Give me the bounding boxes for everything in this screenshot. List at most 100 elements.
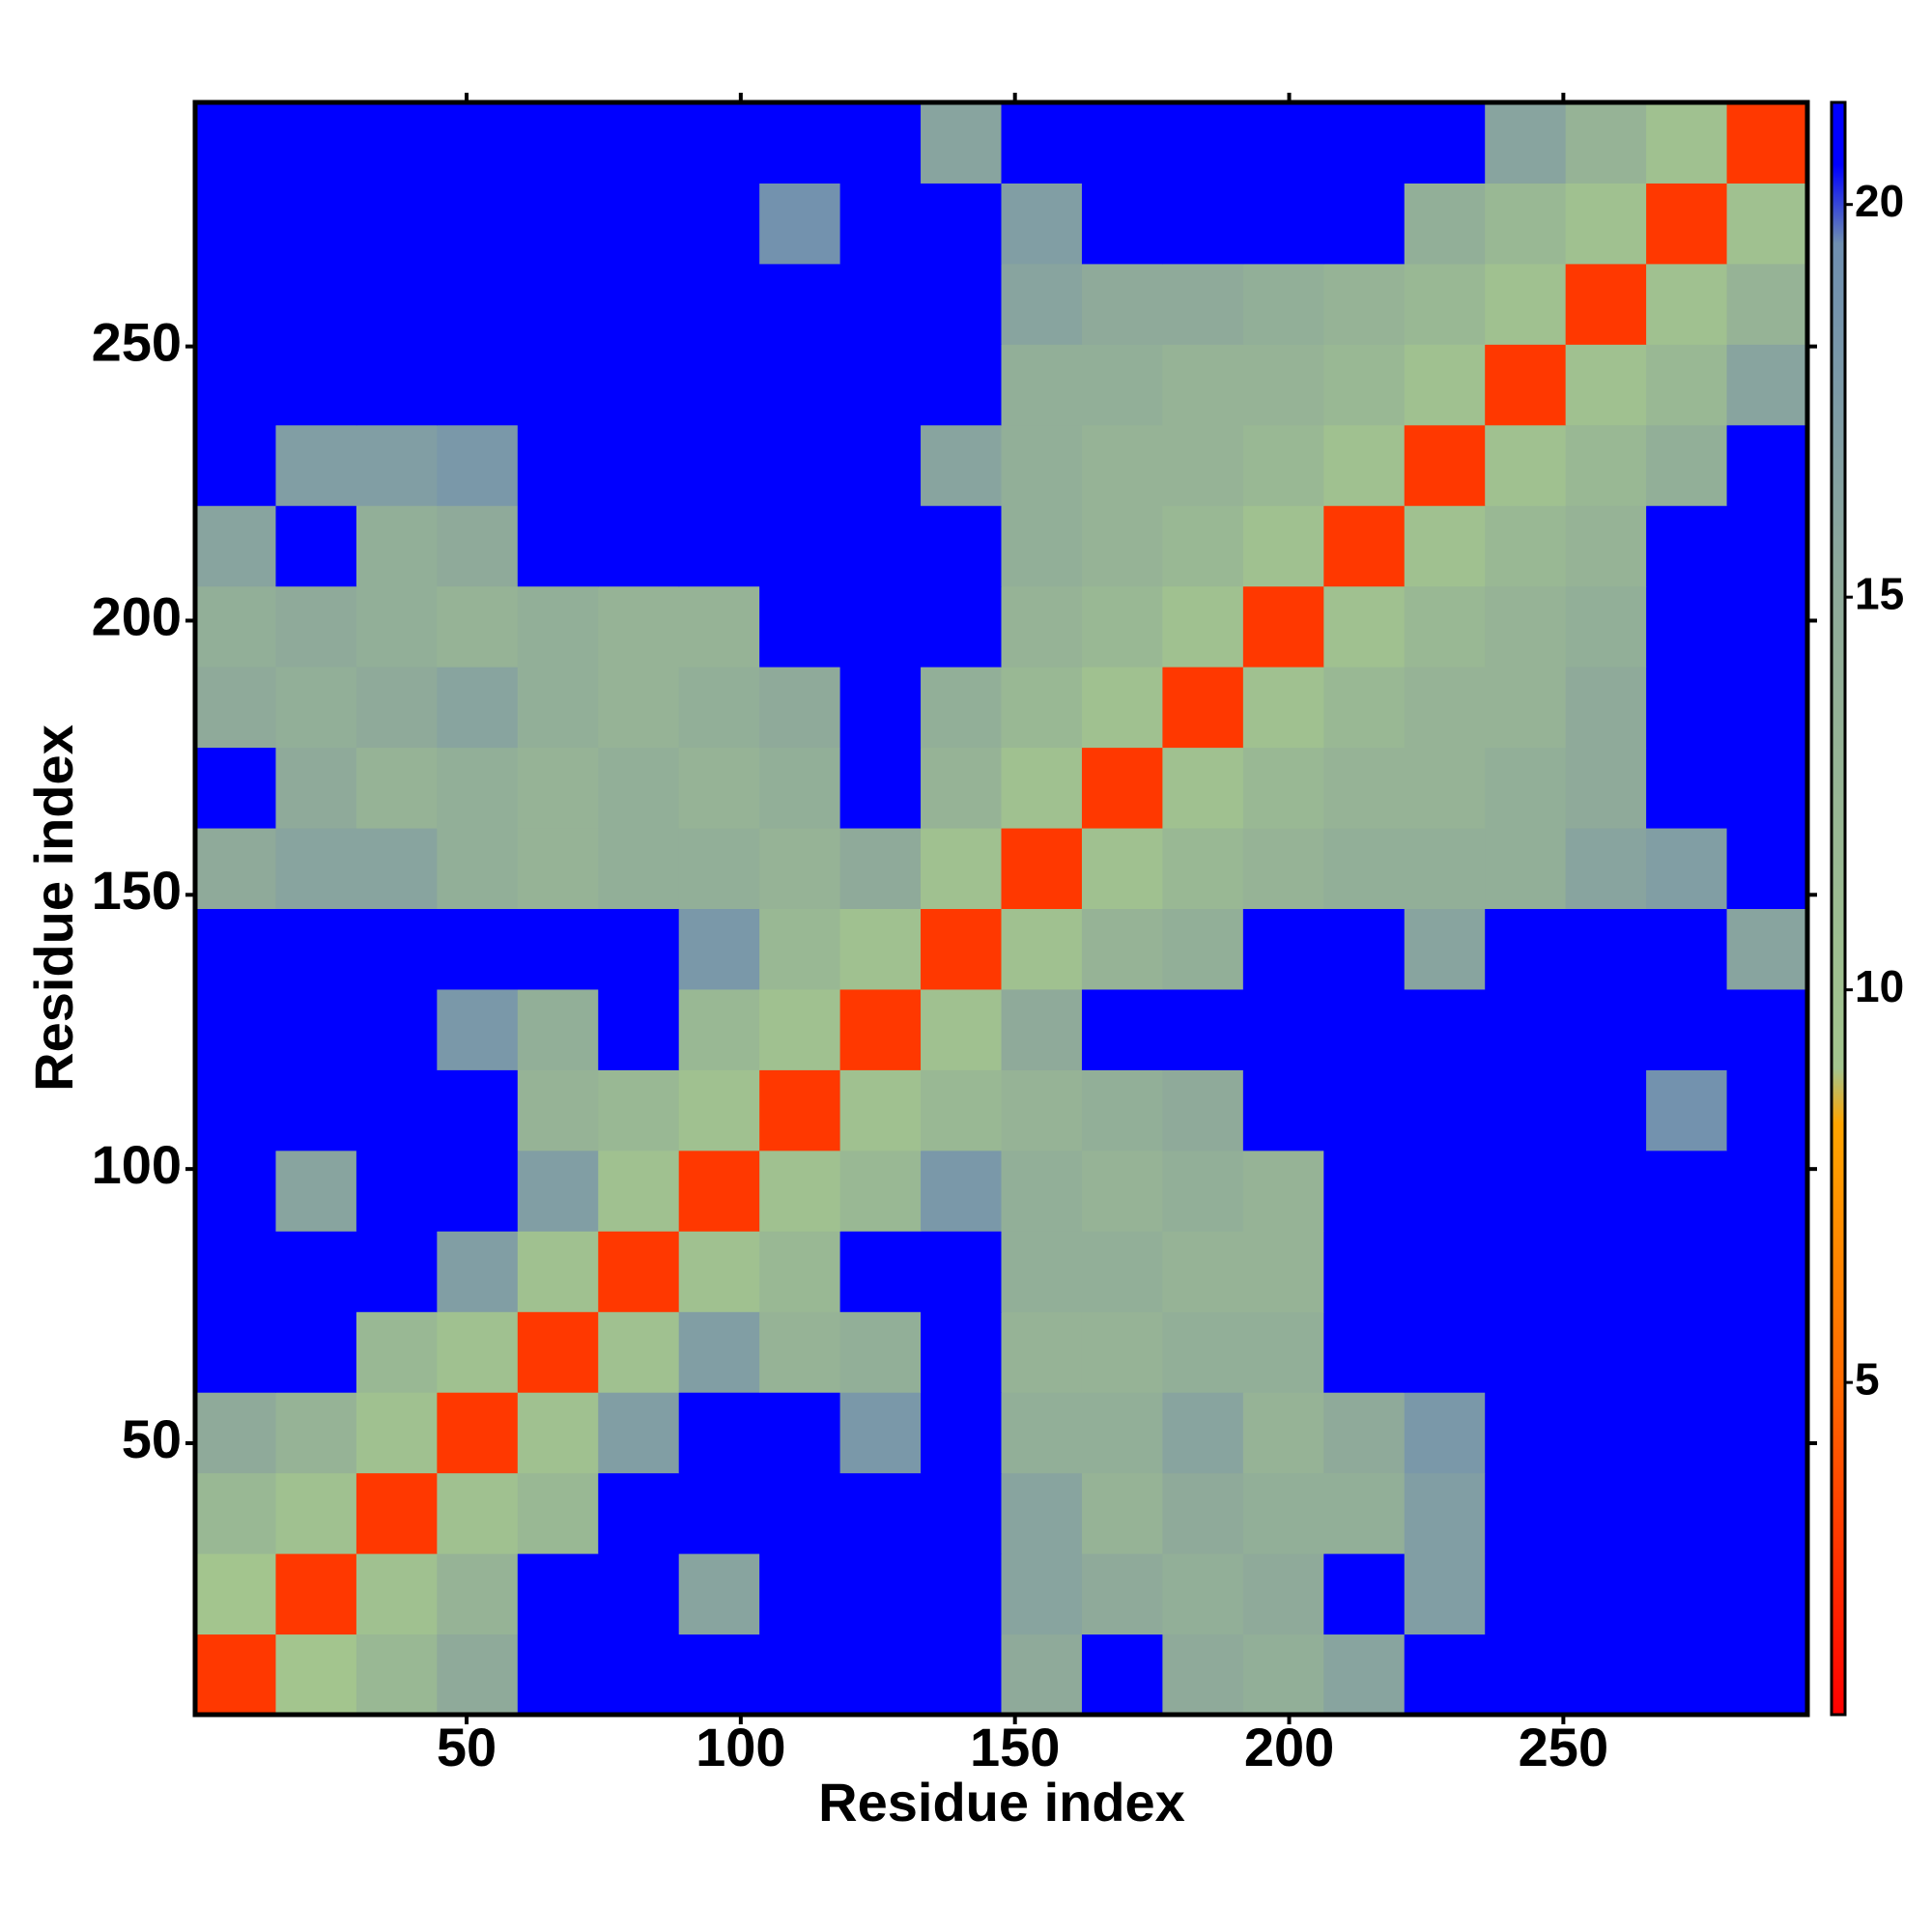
heatmap-cell <box>1726 1150 1808 1232</box>
heatmap-cell <box>1485 908 1567 990</box>
heatmap-cell <box>1242 1553 1324 1635</box>
heatmap-cell <box>1646 1311 1728 1393</box>
heatmap-cell <box>437 263 519 345</box>
heatmap-cell <box>1242 1150 1324 1232</box>
heatmap-cell <box>1565 747 1647 829</box>
heatmap-cell <box>517 908 599 990</box>
heatmap-cell <box>355 1634 438 1716</box>
heatmap-cell <box>1242 183 1324 265</box>
heatmap-cell <box>355 988 438 1070</box>
colorbar-tick-label: 20 <box>1855 176 1904 226</box>
heatmap-cell <box>678 667 760 749</box>
x-tick-label: 250 <box>1519 1717 1608 1777</box>
heatmap-cell <box>1001 505 1083 587</box>
heatmap-cell <box>598 1392 680 1474</box>
heatmap-cell <box>921 505 1002 587</box>
heatmap-cell <box>437 828 519 909</box>
heatmap-cell <box>759 102 841 184</box>
heatmap-cell <box>437 102 519 184</box>
heatmap-cell <box>355 747 438 829</box>
heatmap-cell <box>1242 102 1324 184</box>
heatmap-cell <box>678 988 760 1070</box>
heatmap-cell <box>275 585 357 668</box>
heatmap-cell <box>1565 1472 1647 1554</box>
heatmap-cell <box>355 1311 438 1393</box>
heatmap-cell <box>275 102 357 184</box>
heatmap-cell <box>921 424 1002 506</box>
heatmap-cell <box>1323 1472 1406 1554</box>
heatmap-cell <box>1485 828 1567 909</box>
heatmap-cell <box>195 1069 276 1151</box>
x-tick-label: 150 <box>970 1717 1060 1777</box>
heatmap-cell <box>1323 1553 1406 1635</box>
heatmap-cell <box>355 183 438 265</box>
heatmap-cell <box>678 1634 760 1716</box>
heatmap-cell <box>1323 505 1406 587</box>
heatmap-cell <box>1404 1553 1486 1635</box>
heatmap-cell <box>1001 747 1083 829</box>
heatmap-cell <box>1485 102 1567 184</box>
heatmap-cell <box>1646 1553 1728 1635</box>
heatmap-cell <box>195 1231 276 1313</box>
heatmap-cell <box>678 505 760 587</box>
heatmap-cell <box>1726 908 1808 990</box>
heatmap-cell <box>1081 424 1163 506</box>
heatmap-cell <box>1485 1311 1567 1393</box>
heatmap-cell <box>1485 344 1567 426</box>
heatmap-cell <box>437 424 519 506</box>
heatmap-cell <box>1323 263 1406 345</box>
heatmap-cell <box>1646 1634 1728 1716</box>
heatmap-cell <box>1726 263 1808 345</box>
heatmap-cell <box>1162 1311 1244 1393</box>
heatmap-cell <box>1485 1472 1567 1554</box>
heatmap-cell <box>1323 183 1406 265</box>
heatmap-cell <box>1646 667 1728 749</box>
heatmap-cell <box>678 1150 760 1232</box>
heatmap-cell <box>1162 1231 1244 1313</box>
heatmap-cell <box>437 1392 519 1474</box>
heatmap-cell <box>839 1150 922 1232</box>
heatmap-cell <box>1001 1634 1083 1716</box>
heatmap-cell <box>1323 344 1406 426</box>
heatmap-cell <box>437 1150 519 1232</box>
heatmap-cell <box>759 1634 841 1716</box>
heatmap-cell <box>1242 828 1324 909</box>
x-tick-label: 50 <box>437 1717 497 1777</box>
heatmap-cell <box>1323 424 1406 506</box>
heatmap-cell <box>1323 1392 1406 1474</box>
heatmap-cell <box>759 1311 841 1393</box>
heatmap-cell <box>1323 667 1406 749</box>
heatmap-cell <box>921 988 1002 1070</box>
heatmap-cell <box>195 988 276 1070</box>
heatmap-cell <box>1242 424 1324 506</box>
heatmap-cell <box>1404 747 1486 829</box>
heatmap-cell <box>759 585 841 668</box>
heatmap-cell <box>839 183 922 265</box>
heatmap-cell <box>839 344 922 426</box>
heatmap-cell <box>1162 1069 1244 1151</box>
heatmap-cell <box>437 344 519 426</box>
heatmap-cell <box>517 1150 599 1232</box>
heatmap-cell <box>1646 585 1728 668</box>
heatmap-cell <box>437 667 519 749</box>
heatmap-cell <box>1081 1392 1163 1474</box>
heatmap-cell <box>678 102 760 184</box>
heatmap-cell <box>437 183 519 265</box>
heatmap-cell <box>598 747 680 829</box>
heatmap-cell <box>1081 988 1163 1070</box>
heatmap-cell <box>1726 667 1808 749</box>
heatmap-cell <box>437 988 519 1070</box>
heatmap-cell <box>1001 1392 1083 1474</box>
heatmap-cell <box>598 1150 680 1232</box>
heatmap-cell <box>195 344 276 426</box>
heatmap-cell <box>1162 667 1244 749</box>
heatmap-cell <box>275 828 357 909</box>
y-tick-label: 150 <box>92 860 182 921</box>
heatmap-cell <box>1001 1231 1083 1313</box>
heatmap-cell <box>759 424 841 506</box>
heatmap-cell <box>1081 1472 1163 1554</box>
y-tick-label: 50 <box>122 1408 182 1469</box>
heatmap-cell <box>1081 908 1163 990</box>
heatmap-cell <box>275 1634 357 1716</box>
heatmap-cell <box>1726 1311 1808 1393</box>
